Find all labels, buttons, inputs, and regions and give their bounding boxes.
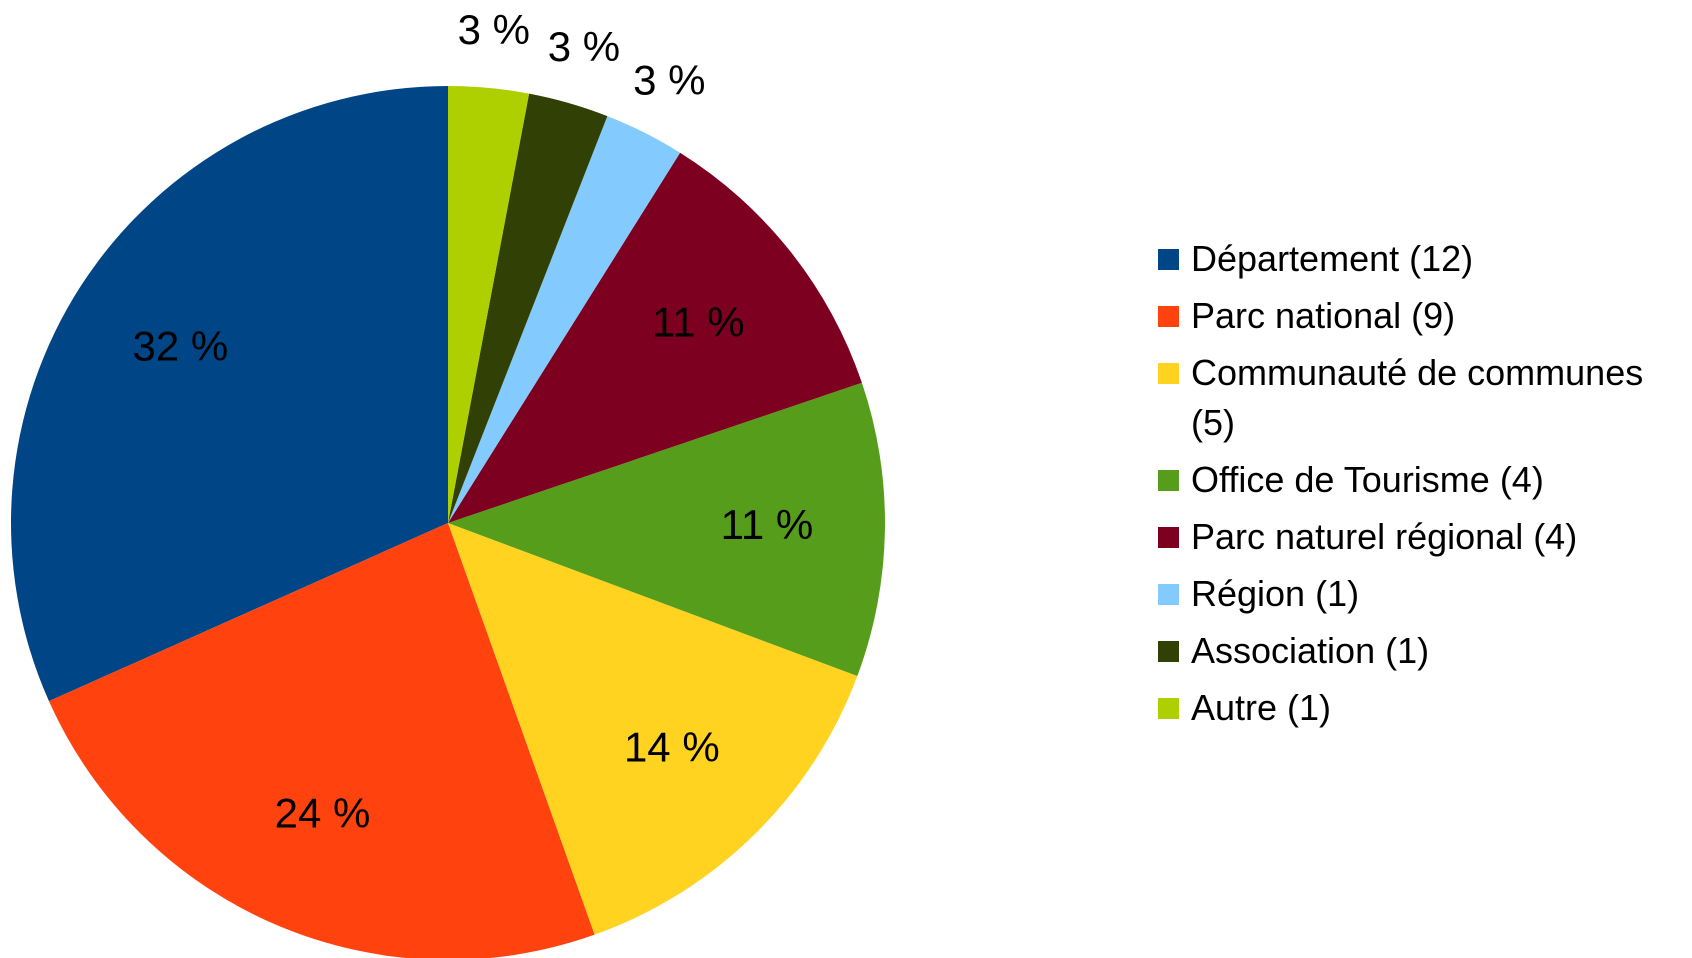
legend-label: Parc naturel régional (4): [1191, 516, 1578, 557]
legend-swatch: [1158, 306, 1179, 327]
pie-slice: [448, 382, 885, 677]
legend-item: Autre (1): [1158, 683, 1692, 733]
legend-swatch: [1158, 584, 1179, 605]
pie-slice: [448, 523, 858, 935]
legend-item: Communauté de communes (5): [1158, 348, 1692, 448]
slice-label: 24 %: [275, 789, 371, 836]
legend-label: Communauté de communes (5): [1191, 352, 1644, 443]
legend-swatch: [1158, 698, 1179, 719]
legend-item: Département (12): [1158, 234, 1692, 284]
legend-swatch: [1158, 249, 1179, 270]
legend: Département (12) Parc national (9) Communa…: [1158, 234, 1692, 740]
slice-label: 3 %: [458, 6, 530, 53]
slice-label: 3 %: [548, 23, 620, 70]
legend-swatch: [1158, 527, 1179, 548]
pie-slice: [448, 116, 681, 524]
legend-swatch: [1158, 363, 1179, 384]
legend-label: Autre (1): [1191, 687, 1332, 728]
slice-label: 14 %: [624, 723, 720, 770]
slice-label: 3 %: [633, 57, 705, 104]
slice-label: 11 %: [652, 298, 745, 345]
legend-label: Parc national (9): [1191, 295, 1456, 336]
pie-slice: [11, 86, 448, 702]
legend-item: Association (1): [1158, 626, 1692, 676]
slice-label: 32 %: [132, 322, 228, 369]
pie-slice: [448, 93, 608, 524]
legend-label: Région (1): [1191, 573, 1360, 614]
legend-item: Région (1): [1158, 569, 1692, 619]
pie-slice: [48, 523, 595, 958]
legend-swatch: [1158, 641, 1179, 662]
legend-item: Parc naturel régional (4): [1158, 512, 1692, 562]
pie-slice: [448, 152, 862, 523]
legend-item: Parc national (9): [1158, 291, 1692, 341]
slice-label: 11 %: [721, 501, 814, 548]
pie-slice: [448, 86, 530, 523]
legend-label: Office de Tourisme (4): [1191, 459, 1544, 500]
legend-label: Association (1): [1191, 630, 1430, 671]
legend-item: Office de Tourisme (4): [1158, 455, 1692, 505]
legend-swatch: [1158, 470, 1179, 491]
legend-label: Département (12): [1191, 238, 1474, 279]
